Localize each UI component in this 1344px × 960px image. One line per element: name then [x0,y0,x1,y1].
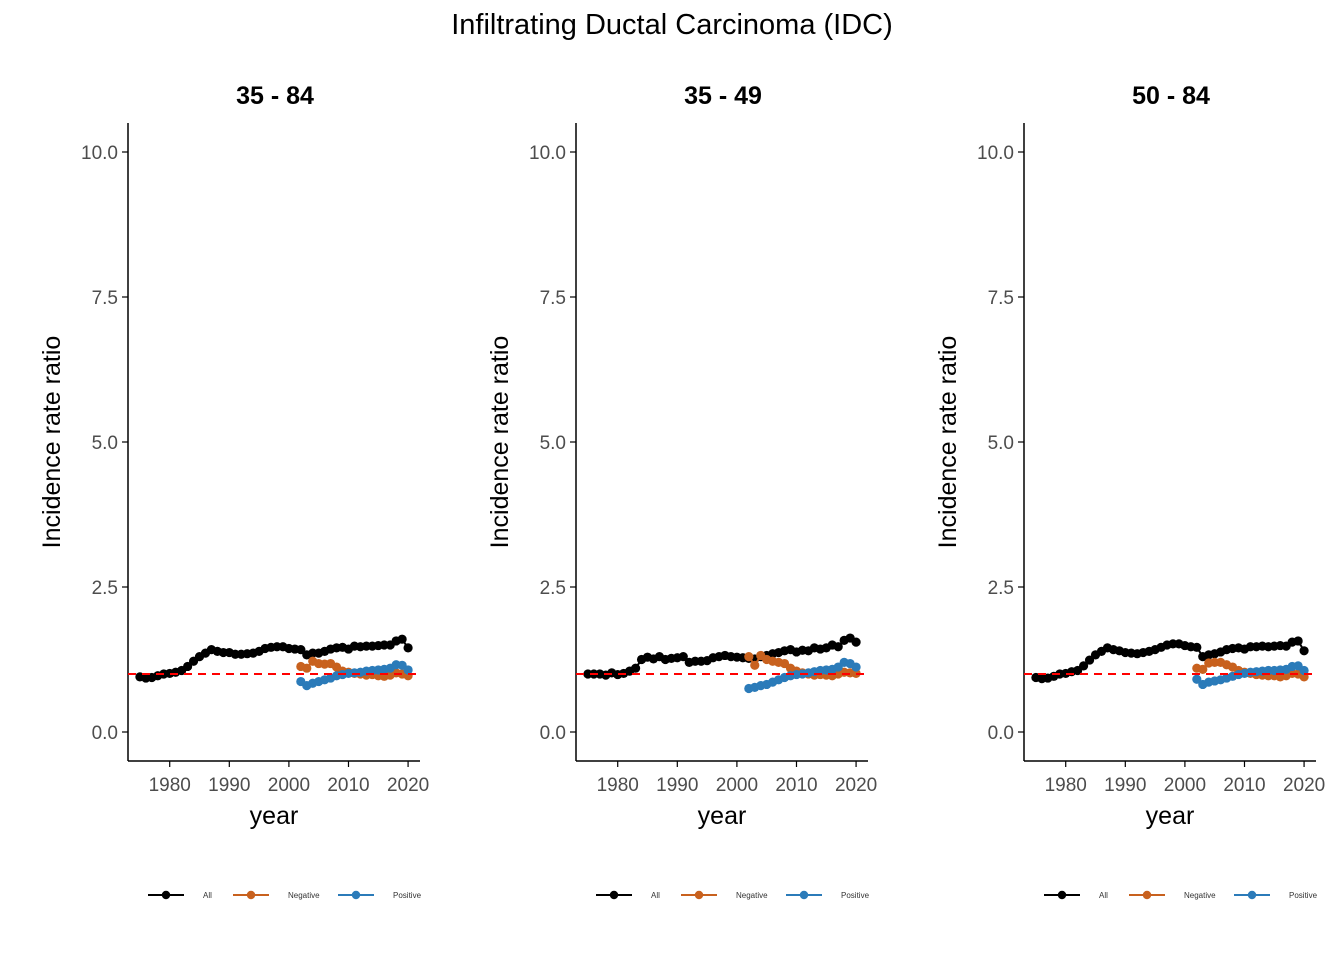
y-tick-label: 10.0 [81,143,118,164]
legend-key-point [161,890,171,900]
x-tick-label: 1980 [597,775,639,796]
legend-item-positive: Positive [338,890,422,900]
series-all [1031,636,1309,684]
x-tick-label: 2010 [1223,775,1265,796]
data-point [678,652,688,662]
y-tick-label: 0.0 [92,723,118,744]
x-axis-title: year [698,802,747,830]
y-axis-title: Incidence rate ratio [486,336,514,549]
x-tick-label: 2000 [268,775,310,796]
x-tick-label: 2000 [1164,775,1206,796]
legend: All Negative Positive [1044,890,1318,900]
legend-key-point [351,890,361,900]
legend-item-all: All [596,890,660,900]
legend-item-negative: Negative [1129,890,1216,900]
data-point [1299,646,1309,656]
y-tick-label: 2.5 [988,578,1014,599]
legend-label: All [1099,891,1108,900]
legend: All Negative Positive [596,890,870,900]
chart-panels: 35 - 84 0.0 2.5 5.0 7.5 10.0 1980 1990 2000 2010 2… [38,82,1325,900]
panel-50-84: 50 - 84 0.0 2.5 5.0 7.5 10.0 1980 1990 2000 2010 2… [934,82,1325,900]
data-point [1198,664,1208,674]
x-tick-label: 2020 [1283,775,1325,796]
legend-key-point [1142,890,1152,900]
data-point [851,637,861,647]
x-tick-label: 1990 [208,775,250,796]
y-tick-label: 2.5 [92,578,118,599]
x-tick-label: 1980 [1045,775,1087,796]
data-point [1192,674,1202,684]
x-tick-label: 2010 [775,775,817,796]
y-tick-label: 7.5 [92,288,118,309]
x-tick-label: 2020 [835,775,877,796]
x-tick-label: 2000 [716,775,758,796]
legend-label: All [203,891,212,900]
y-tick-label: 0.0 [988,723,1014,744]
data-point [403,665,413,675]
data-point [296,645,306,655]
data-point [1084,655,1095,665]
x-tick-label: 2010 [327,775,369,796]
data-point [833,642,843,652]
panel-35-49: 35 - 49 0.0 2.5 5.0 7.5 10.0 1980 1990 2000 2010 2… [486,82,877,900]
y-tick-label: 7.5 [540,288,566,309]
y-tick-label: 10.0 [529,143,566,164]
legend-label: Positive [393,891,422,900]
legend-label: Negative [1184,891,1216,900]
y-axis-title: Incidence rate ratio [934,336,962,549]
data-point [403,643,413,653]
x-axis-title: year [250,802,299,830]
legend-label: Negative [288,891,320,900]
x-tick-label: 1980 [149,775,191,796]
y-tick-label: 7.5 [988,288,1014,309]
data-point [744,652,754,662]
y-tick-label: 5.0 [540,433,566,454]
legend-item-all: All [148,890,212,900]
legend-item-positive: Positive [1234,890,1318,900]
y-axis-title: Incidence rate ratio [38,336,66,549]
x-tick-label: 2020 [387,775,429,796]
y-tick-label: 5.0 [988,433,1014,454]
panel-title: 50 - 84 [1132,82,1210,110]
legend-key-point [246,890,256,900]
legend-label: All [651,891,660,900]
x-axis-title: year [1146,802,1195,830]
data-point [397,634,407,644]
y-tick-label: 5.0 [92,433,118,454]
legend-key-point [1247,890,1257,900]
legend-key-point [1057,890,1067,900]
x-tick-label: 1990 [1104,775,1146,796]
data-point [1078,661,1089,671]
panel-title: 35 - 49 [684,82,762,110]
panel-title: 35 - 84 [236,82,314,110]
series-positive [744,657,861,694]
data-point [1293,636,1303,646]
legend-key-point [609,890,619,900]
y-tick-label: 10.0 [977,143,1014,164]
legend-label: Positive [1289,891,1318,900]
figure-title: Infiltrating Ductal Carcinoma (IDC) [451,9,893,41]
data-point [750,660,760,670]
legend-label: Negative [736,891,768,900]
legend-item-positive: Positive [786,890,870,900]
y-tick-label: 2.5 [540,578,566,599]
x-tick-label: 1990 [656,775,698,796]
data-point [630,663,641,673]
legend-item-all: All [1044,890,1108,900]
series-positive [296,660,413,691]
legend-item-negative: Negative [233,890,320,900]
data-point [1299,665,1309,676]
data-point [851,662,861,672]
data-point [302,663,312,673]
legend-key-point [799,890,809,900]
data-point [182,661,193,672]
legend-label: Positive [841,891,870,900]
legend-key-point [694,890,704,900]
panel-35-84: 35 - 84 0.0 2.5 5.0 7.5 10.0 1980 1990 2000 2010 2… [38,82,429,900]
legend: All Negative Positive [148,890,422,900]
y-tick-label: 0.0 [540,723,566,744]
legend-item-negative: Negative [681,890,768,900]
data-point [1192,642,1202,652]
